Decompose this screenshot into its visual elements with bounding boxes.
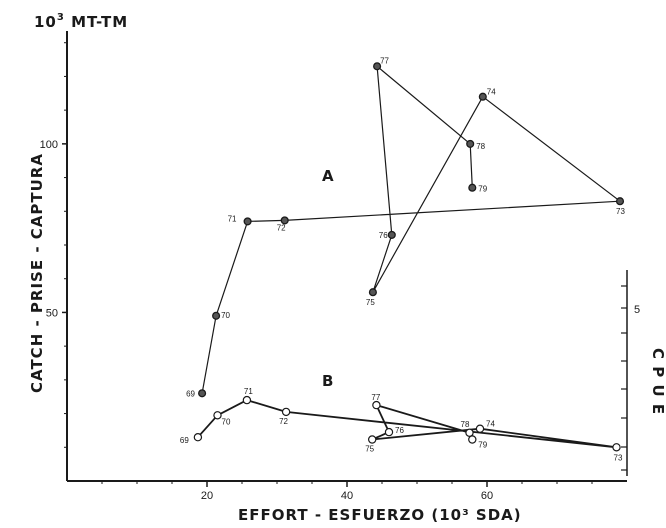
data-point-A-75 (368, 288, 377, 297)
point-label-A-79: 79 (478, 185, 487, 194)
point-label-A-73: 73 (616, 207, 625, 216)
series-points (193, 62, 625, 452)
point-labels: 69 70 71 72 73 74 75 76 77 78 79 A 69 70 71 72 73 74 75 76 7… (180, 56, 626, 462)
series-label-B: B (322, 372, 333, 390)
point-label-B-79: 79 (478, 441, 487, 450)
x-tick-label-60: 60 (481, 490, 493, 502)
y-unit-label: 103 MT-TM (34, 12, 128, 31)
point-label-B-78: 78 (461, 420, 470, 429)
data-point-B-71 (242, 395, 252, 405)
y2-axis-title: C P U E (649, 348, 666, 415)
point-label-B-69: 69 (180, 436, 189, 445)
data-point-B-72 (281, 407, 291, 417)
data-point-A-72 (280, 216, 289, 225)
data-point-A-78 (466, 139, 475, 148)
y-axis-title: CATCH - PRISE - CAPTURA (28, 153, 46, 393)
series-label-A: A (322, 167, 334, 185)
point-label-A-76: 76 (379, 231, 388, 240)
data-point-B-75 (368, 435, 377, 444)
y2-tick-label: 5 (634, 304, 640, 316)
point-label-B-76: 76 (395, 426, 404, 435)
data-point-B-79 (468, 435, 477, 444)
data-point-B-74 (475, 424, 485, 433)
data-point-B-69 (193, 433, 203, 442)
point-label-A-69: 69 (186, 389, 195, 398)
x-tick-label-20: 20 (201, 490, 213, 502)
data-point-A-79 (468, 183, 477, 192)
data-point-A-73 (615, 197, 625, 206)
x-tick-label-40: 40 (341, 490, 353, 502)
point-label-A-71: 71 (228, 214, 237, 223)
series-line-A (201, 65, 621, 394)
y-tick-label-100: 100 (40, 139, 58, 151)
y-tick-label-50: 50 (46, 307, 58, 319)
data-point-B-76 (384, 427, 394, 437)
data-point-B-77 (372, 400, 381, 410)
x-axis-title: EFFORT - ESFUERZO (10³ SDA) (238, 506, 522, 524)
point-label-A-78: 78 (476, 142, 485, 151)
point-label-A-75: 75 (366, 298, 375, 307)
point-label-B-77: 77 (371, 393, 380, 402)
point-label-A-72: 72 (277, 223, 286, 232)
point-label-B-73: 73 (614, 453, 623, 462)
data-point-A-71 (243, 217, 252, 226)
point-label-B-70: 70 (222, 417, 231, 426)
series-lines (197, 65, 621, 449)
point-label-B-72: 72 (279, 417, 288, 426)
data-point-A-70 (212, 311, 221, 320)
axes: 20 40 60 50 100 (40, 31, 628, 502)
point-label-B-71: 71 (244, 387, 253, 396)
point-label-B-75: 75 (365, 445, 374, 454)
data-point-A-69 (198, 389, 207, 398)
data-point-A-77 (373, 62, 382, 71)
point-label-B-74: 74 (486, 420, 495, 429)
point-label-A-74: 74 (487, 88, 496, 97)
point-label-A-77: 77 (380, 56, 389, 65)
data-point-B-73 (612, 443, 621, 452)
series-line-B (197, 399, 618, 449)
data-point-A-76 (387, 230, 396, 239)
data-point-B-70 (213, 411, 222, 420)
data-point-A-74 (478, 92, 487, 101)
point-label-A-70: 70 (221, 311, 230, 320)
